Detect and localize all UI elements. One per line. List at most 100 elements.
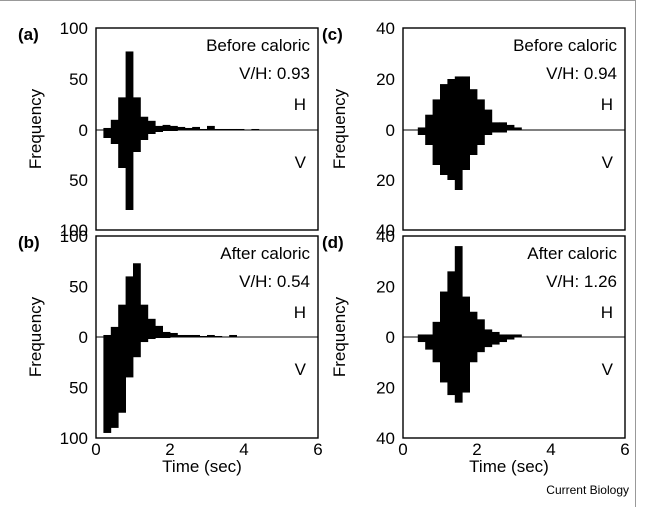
bar-h	[454, 76, 463, 130]
bar-v	[103, 130, 112, 138]
y-axis-label: Frequency	[26, 296, 45, 377]
h-label: H	[601, 95, 613, 114]
bar-v	[491, 337, 500, 345]
bar-v	[125, 130, 134, 210]
bar-h	[162, 331, 171, 337]
bar-v	[440, 130, 448, 175]
bar-v	[110, 337, 119, 428]
x-tick-label: 0	[91, 440, 100, 459]
bar-h	[184, 334, 193, 337]
v-label: V	[602, 360, 614, 379]
bar-h	[125, 51, 134, 130]
y-axis-label: Frequency	[330, 296, 349, 377]
bar-h	[103, 127, 112, 130]
v-label: V	[295, 360, 307, 379]
x-tick-label: 6	[620, 440, 629, 459]
y-axis-label: Frequency	[26, 88, 45, 169]
bar-h	[192, 126, 200, 130]
bar-h	[184, 127, 193, 130]
bar-v	[454, 337, 463, 403]
bar-h	[432, 321, 441, 337]
h-label: H	[294, 95, 306, 114]
bar-h	[447, 271, 456, 337]
x-tick-label: 4	[239, 440, 248, 459]
ratio-annotation: V/H: 0.94	[546, 64, 617, 83]
y-tick-label: 40	[376, 221, 395, 240]
bar-h	[118, 97, 126, 130]
y-tick-label: 0	[386, 121, 395, 140]
bar-h	[491, 122, 500, 130]
bar-v	[477, 130, 485, 145]
panel-label: (c)	[322, 25, 343, 44]
bar-h	[229, 128, 237, 130]
bar-v	[499, 337, 507, 343]
bar-h	[236, 128, 245, 130]
bar-v	[155, 130, 163, 132]
bar-h	[177, 126, 186, 130]
h-label: H	[294, 303, 306, 322]
bar-h	[499, 334, 507, 337]
bar-v	[432, 130, 441, 165]
x-axis-label: Time (sec)	[162, 457, 242, 476]
bar-h	[477, 99, 485, 130]
bar-h	[462, 76, 470, 130]
bar-h	[155, 325, 163, 337]
bar-v	[417, 337, 426, 343]
bar-v	[417, 130, 426, 135]
y-tick-label: 20	[376, 70, 395, 89]
bar-v	[110, 130, 119, 144]
bar-v	[425, 130, 433, 145]
bar-h	[162, 124, 171, 130]
y-tick-label: 50	[69, 70, 88, 89]
bar-v	[477, 337, 485, 353]
bar-h	[432, 99, 441, 130]
bar-v	[491, 130, 500, 133]
bar-v	[484, 337, 493, 348]
bar-h	[147, 318, 156, 337]
bar-h	[103, 334, 112, 337]
bar-h	[425, 334, 433, 337]
y-tick-label: 40	[376, 429, 395, 448]
y-tick-label: 0	[79, 121, 88, 140]
y-tick-label: 50	[69, 379, 88, 398]
y-tick-label: 40	[376, 19, 395, 38]
bar-h	[484, 109, 493, 130]
bar-v	[484, 130, 493, 135]
y-tick-label: 20	[376, 171, 395, 190]
bar-h	[170, 332, 178, 337]
bar-h	[192, 334, 200, 337]
bar-h	[133, 263, 141, 337]
bar-h	[207, 125, 215, 130]
panel-label: (b)	[18, 233, 40, 252]
plot-frame	[402, 27, 626, 231]
y-tick-label: 0	[79, 328, 88, 347]
ratio-annotation: V/H: 1.26	[546, 272, 617, 291]
bar-h	[199, 335, 208, 337]
panel-label: (d)	[322, 233, 344, 252]
y-tick-label: 100	[60, 19, 88, 38]
condition-annotation: Before caloric	[206, 36, 310, 55]
ratio-annotation: V/H: 0.54	[239, 272, 310, 291]
bar-v	[140, 337, 149, 343]
panel-label: (a)	[18, 25, 39, 44]
bar-h	[447, 79, 456, 130]
bar-h	[199, 128, 208, 130]
y-tick-label: 100	[60, 221, 88, 240]
bar-h	[125, 276, 134, 337]
bar-h	[506, 124, 515, 130]
bar-v	[454, 130, 463, 190]
bar-v	[440, 337, 448, 383]
bar-v	[147, 337, 156, 340]
bar-h	[155, 125, 163, 130]
x-tick-label: 2	[165, 440, 174, 459]
bar-h	[110, 326, 119, 337]
bar-h	[170, 125, 178, 130]
bar-h	[214, 335, 223, 337]
y-tick-label: 20	[376, 379, 395, 398]
bar-h	[207, 334, 215, 337]
bar-h	[251, 128, 260, 130]
bar-v	[140, 130, 149, 140]
bar-v	[155, 337, 163, 339]
bar-h	[484, 329, 493, 337]
